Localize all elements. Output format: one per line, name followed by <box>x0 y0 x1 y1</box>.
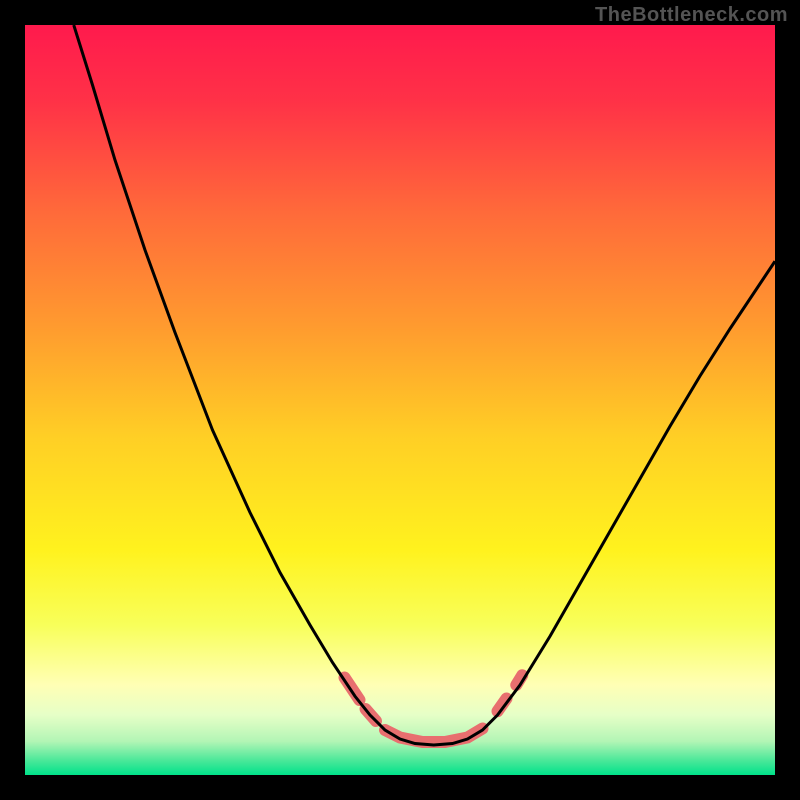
chart-frame: TheBottleneck.com <box>0 0 800 800</box>
chart-svg <box>25 25 775 775</box>
watermark-text: TheBottleneck.com <box>595 4 788 27</box>
plot-area <box>25 25 775 775</box>
gradient-background <box>25 25 775 775</box>
